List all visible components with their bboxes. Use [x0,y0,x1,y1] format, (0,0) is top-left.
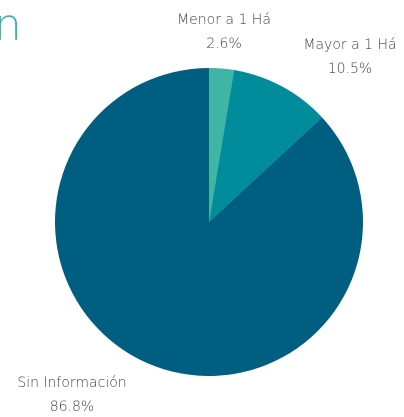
slice-label: Mayor a 1 Há [303,37,396,53]
pie-slice [54,68,363,376]
chart-title: n [0,0,22,51]
slice-label: Menor a 1 Há [177,12,271,28]
pie-slice [209,70,323,222]
slice-value-label: 2.6% [206,36,242,52]
slice-value-label: 10.5% [328,61,372,77]
slice-value-label: 86.8% [50,399,94,415]
pie-slice [209,68,235,222]
slice-label: Sin Información [17,375,126,391]
